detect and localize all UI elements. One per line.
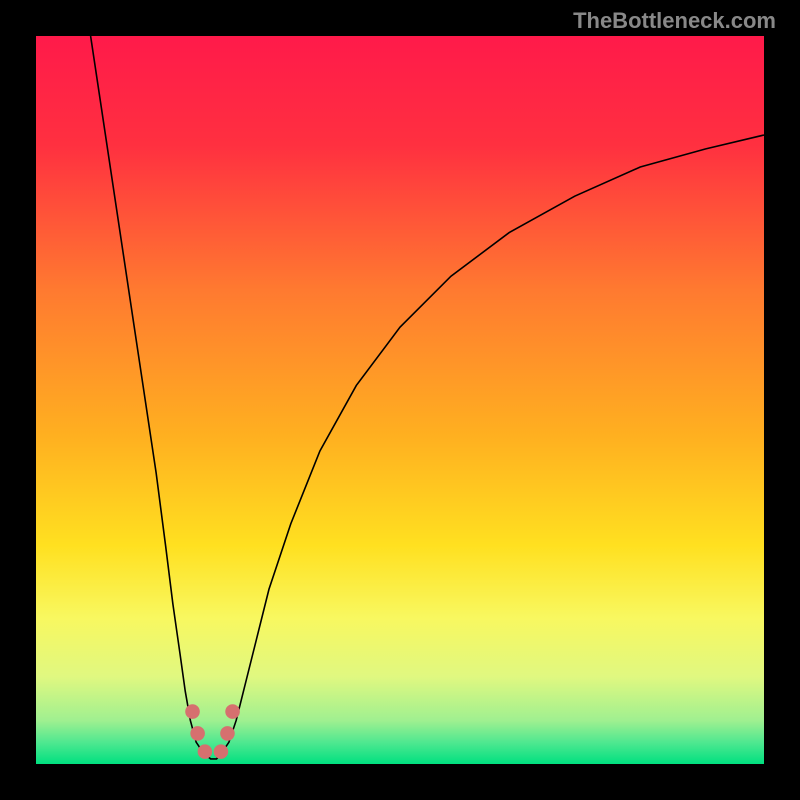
marker-point xyxy=(225,704,240,719)
marker-point xyxy=(185,704,200,719)
data-markers xyxy=(185,704,240,759)
watermark-text: TheBottleneck.com xyxy=(573,8,776,34)
chart-area xyxy=(36,36,764,764)
marker-point xyxy=(190,726,205,741)
marker-point xyxy=(220,726,235,741)
bottleneck-curve xyxy=(36,36,764,764)
marker-point xyxy=(198,744,213,759)
marker-point xyxy=(214,744,229,759)
